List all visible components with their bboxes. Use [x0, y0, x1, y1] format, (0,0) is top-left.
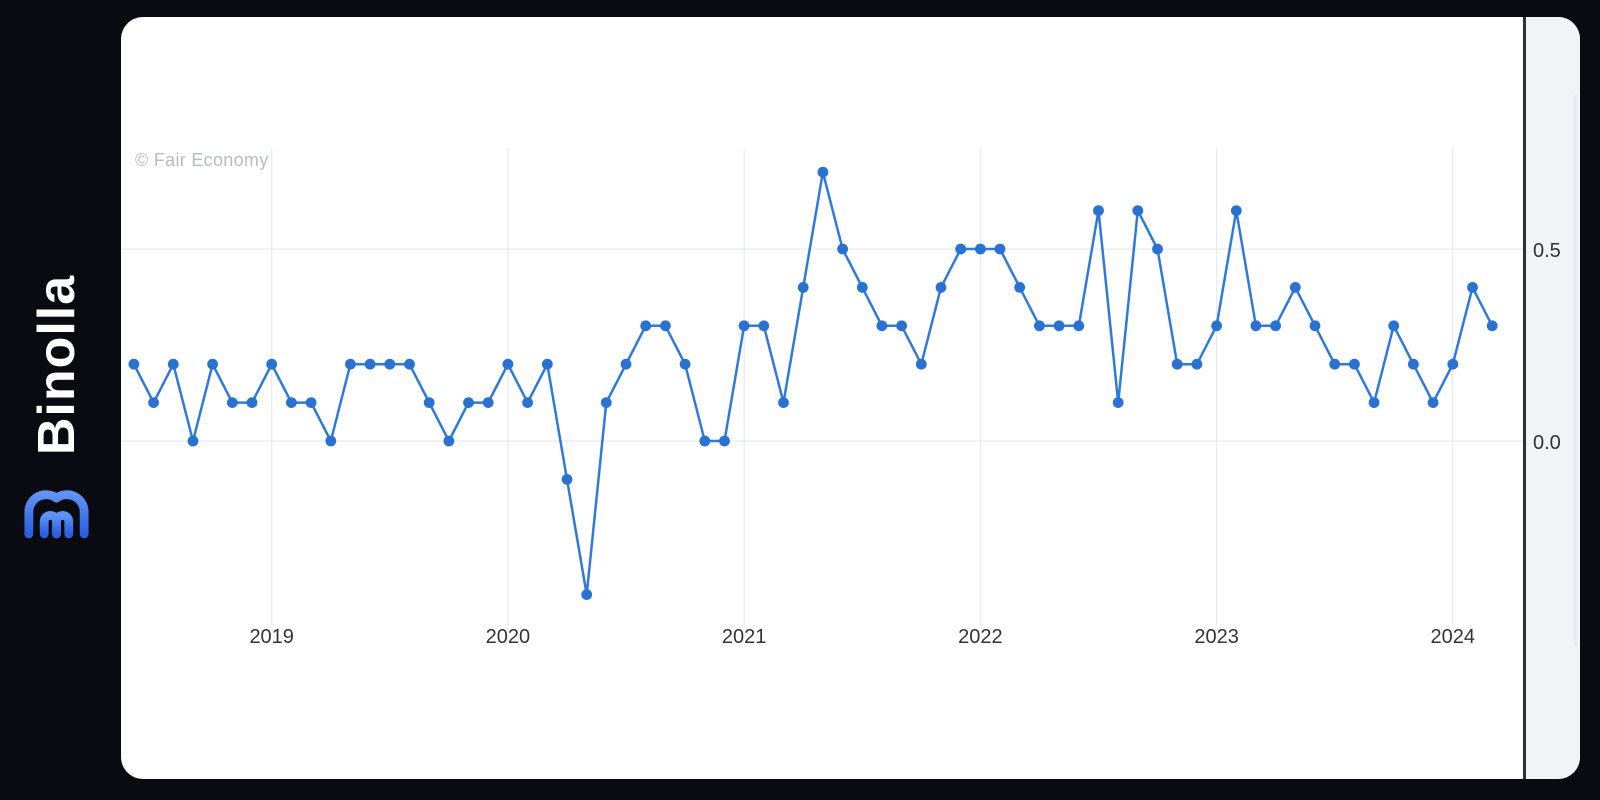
chart-card: [121, 17, 1580, 779]
data-point[interactable]: [1467, 282, 1478, 293]
data-point[interactable]: [600, 397, 612, 408]
y-tick-label: 0.0: [1533, 432, 1561, 454]
x-tick-label: 2019: [249, 626, 294, 648]
data-point[interactable]: [364, 358, 376, 370]
data-point[interactable]: [896, 320, 907, 332]
data-point[interactable]: [404, 358, 415, 370]
data-point[interactable]: [1073, 320, 1085, 332]
data-point[interactable]: [1486, 320, 1498, 332]
data-point[interactable]: [305, 397, 317, 408]
x-tick-label: 2021: [721, 626, 767, 648]
data-point[interactable]: [266, 358, 278, 370]
data-point[interactable]: [1211, 320, 1222, 332]
data-point[interactable]: [975, 243, 986, 255]
data-point[interactable]: [1388, 320, 1400, 332]
data-point[interactable]: [1191, 358, 1203, 370]
data-point[interactable]: [738, 320, 750, 332]
data-point[interactable]: [699, 435, 711, 447]
data-point[interactable]: [128, 358, 140, 370]
y-tick-label: 0.5: [1533, 240, 1561, 262]
data-point[interactable]: [620, 358, 632, 370]
data-point[interactable]: [226, 397, 238, 408]
binolla-m-logo-icon: [24, 490, 89, 539]
data-point[interactable]: [758, 320, 770, 332]
data-point[interactable]: [423, 397, 435, 408]
data-point[interactable]: [482, 397, 494, 408]
data-point[interactable]: [1270, 320, 1281, 332]
data-point[interactable]: [167, 358, 179, 370]
data-point[interactable]: [1093, 205, 1104, 217]
data-point[interactable]: [187, 435, 199, 447]
data-point[interactable]: [1132, 205, 1144, 217]
data-point[interactable]: [1309, 320, 1321, 332]
data-point[interactable]: [1053, 320, 1065, 332]
brand-name: Binolla: [28, 274, 86, 456]
data-point[interactable]: [1329, 358, 1341, 370]
data-point[interactable]: [1230, 205, 1242, 217]
data-point[interactable]: [1152, 243, 1163, 255]
data-point[interactable]: [246, 397, 258, 408]
series-line[interactable]: [132, 170, 1494, 596]
data-point[interactable]: [660, 320, 671, 332]
data-point[interactable]: [856, 282, 868, 293]
logo-outer-arch: [24, 490, 89, 539]
data-point[interactable]: [541, 358, 553, 370]
data-point[interactable]: [876, 320, 888, 332]
data-point[interactable]: [679, 358, 691, 370]
data-point[interactable]: [640, 320, 652, 332]
data-point[interactable]: [955, 243, 967, 255]
data-point[interactable]: [561, 474, 573, 485]
data-point[interactable]: [1349, 358, 1360, 370]
data-point[interactable]: [797, 282, 809, 293]
data-point[interactable]: [1427, 397, 1439, 408]
data-point[interactable]: [463, 397, 474, 408]
data-point[interactable]: [1034, 320, 1045, 332]
data-point[interactable]: [286, 397, 297, 408]
x-tick-label: 2024: [1430, 626, 1476, 648]
y-axis-strip: [1526, 17, 1580, 779]
logo-inner-right-arch: [52, 511, 74, 539]
data-point[interactable]: [915, 358, 927, 370]
data-point[interactable]: [1014, 282, 1026, 293]
data-point[interactable]: [443, 435, 455, 447]
data-point[interactable]: [384, 358, 396, 370]
data-point[interactable]: [522, 397, 533, 408]
data-point[interactable]: [345, 358, 356, 370]
data-point[interactable]: [1447, 358, 1459, 370]
y-axis-line: [1523, 17, 1526, 779]
x-tick-label: 2020: [485, 626, 531, 648]
data-point[interactable]: [1250, 320, 1262, 332]
data-point[interactable]: [502, 358, 514, 370]
data-point[interactable]: [935, 282, 947, 293]
data-point[interactable]: [994, 243, 1006, 255]
x-tick-label: 2023: [1194, 626, 1239, 648]
scrollbar-track[interactable]: [1574, 95, 1577, 645]
data-point[interactable]: [837, 243, 848, 255]
data-point[interactable]: [1289, 282, 1301, 293]
data-point[interactable]: [719, 435, 730, 447]
data-point[interactable]: [1171, 358, 1183, 370]
data-point[interactable]: [581, 589, 593, 600]
data-point[interactable]: [778, 397, 789, 408]
data-point[interactable]: [325, 435, 337, 447]
data-point[interactable]: [1112, 397, 1124, 408]
x-tick-label: 2022: [958, 626, 1003, 648]
data-point[interactable]: [817, 166, 829, 178]
data-point[interactable]: [207, 358, 219, 370]
data-point[interactable]: [1408, 358, 1419, 370]
data-point[interactable]: [148, 397, 160, 408]
watermark: © Fair Economy: [135, 150, 269, 170]
data-point[interactable]: [1368, 397, 1380, 408]
